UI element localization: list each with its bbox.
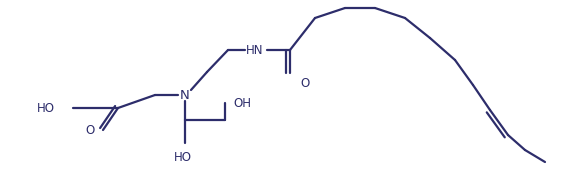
Text: HO: HO — [174, 151, 192, 164]
Text: HO: HO — [37, 102, 55, 115]
Text: N: N — [180, 88, 190, 102]
Text: O: O — [300, 77, 309, 90]
Text: HN: HN — [246, 43, 264, 56]
Text: O: O — [86, 124, 95, 137]
Text: OH: OH — [233, 97, 251, 110]
